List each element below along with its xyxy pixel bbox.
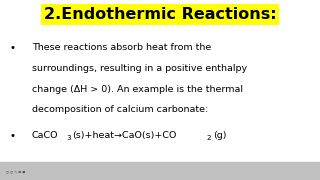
Bar [0,162,320,180]
Text: 3: 3 [66,135,71,141]
Text: decomposition of calcium carbonate:: decomposition of calcium carbonate: [32,105,208,114]
Text: surroundings, resulting in a positive enthalpy: surroundings, resulting in a positive en… [32,64,247,73]
Text: change (ΔH > 0). An example is the thermal: change (ΔH > 0). An example is the therm… [32,85,243,94]
Text: CaCO: CaCO [32,131,59,140]
Text: •: • [10,131,16,141]
Text: (g): (g) [213,131,226,140]
Text: ○ ○ ✎ ⊠ ●: ○ ○ ✎ ⊠ ● [6,169,26,173]
Text: •: • [10,43,16,53]
Text: 2: 2 [207,135,212,141]
Text: These reactions absorb heat from the: These reactions absorb heat from the [32,43,211,52]
Text: (s)+heat→CaO(s)+CO: (s)+heat→CaO(s)+CO [72,131,177,140]
Text: 2.Endothermic Reactions:: 2.Endothermic Reactions: [44,7,276,22]
